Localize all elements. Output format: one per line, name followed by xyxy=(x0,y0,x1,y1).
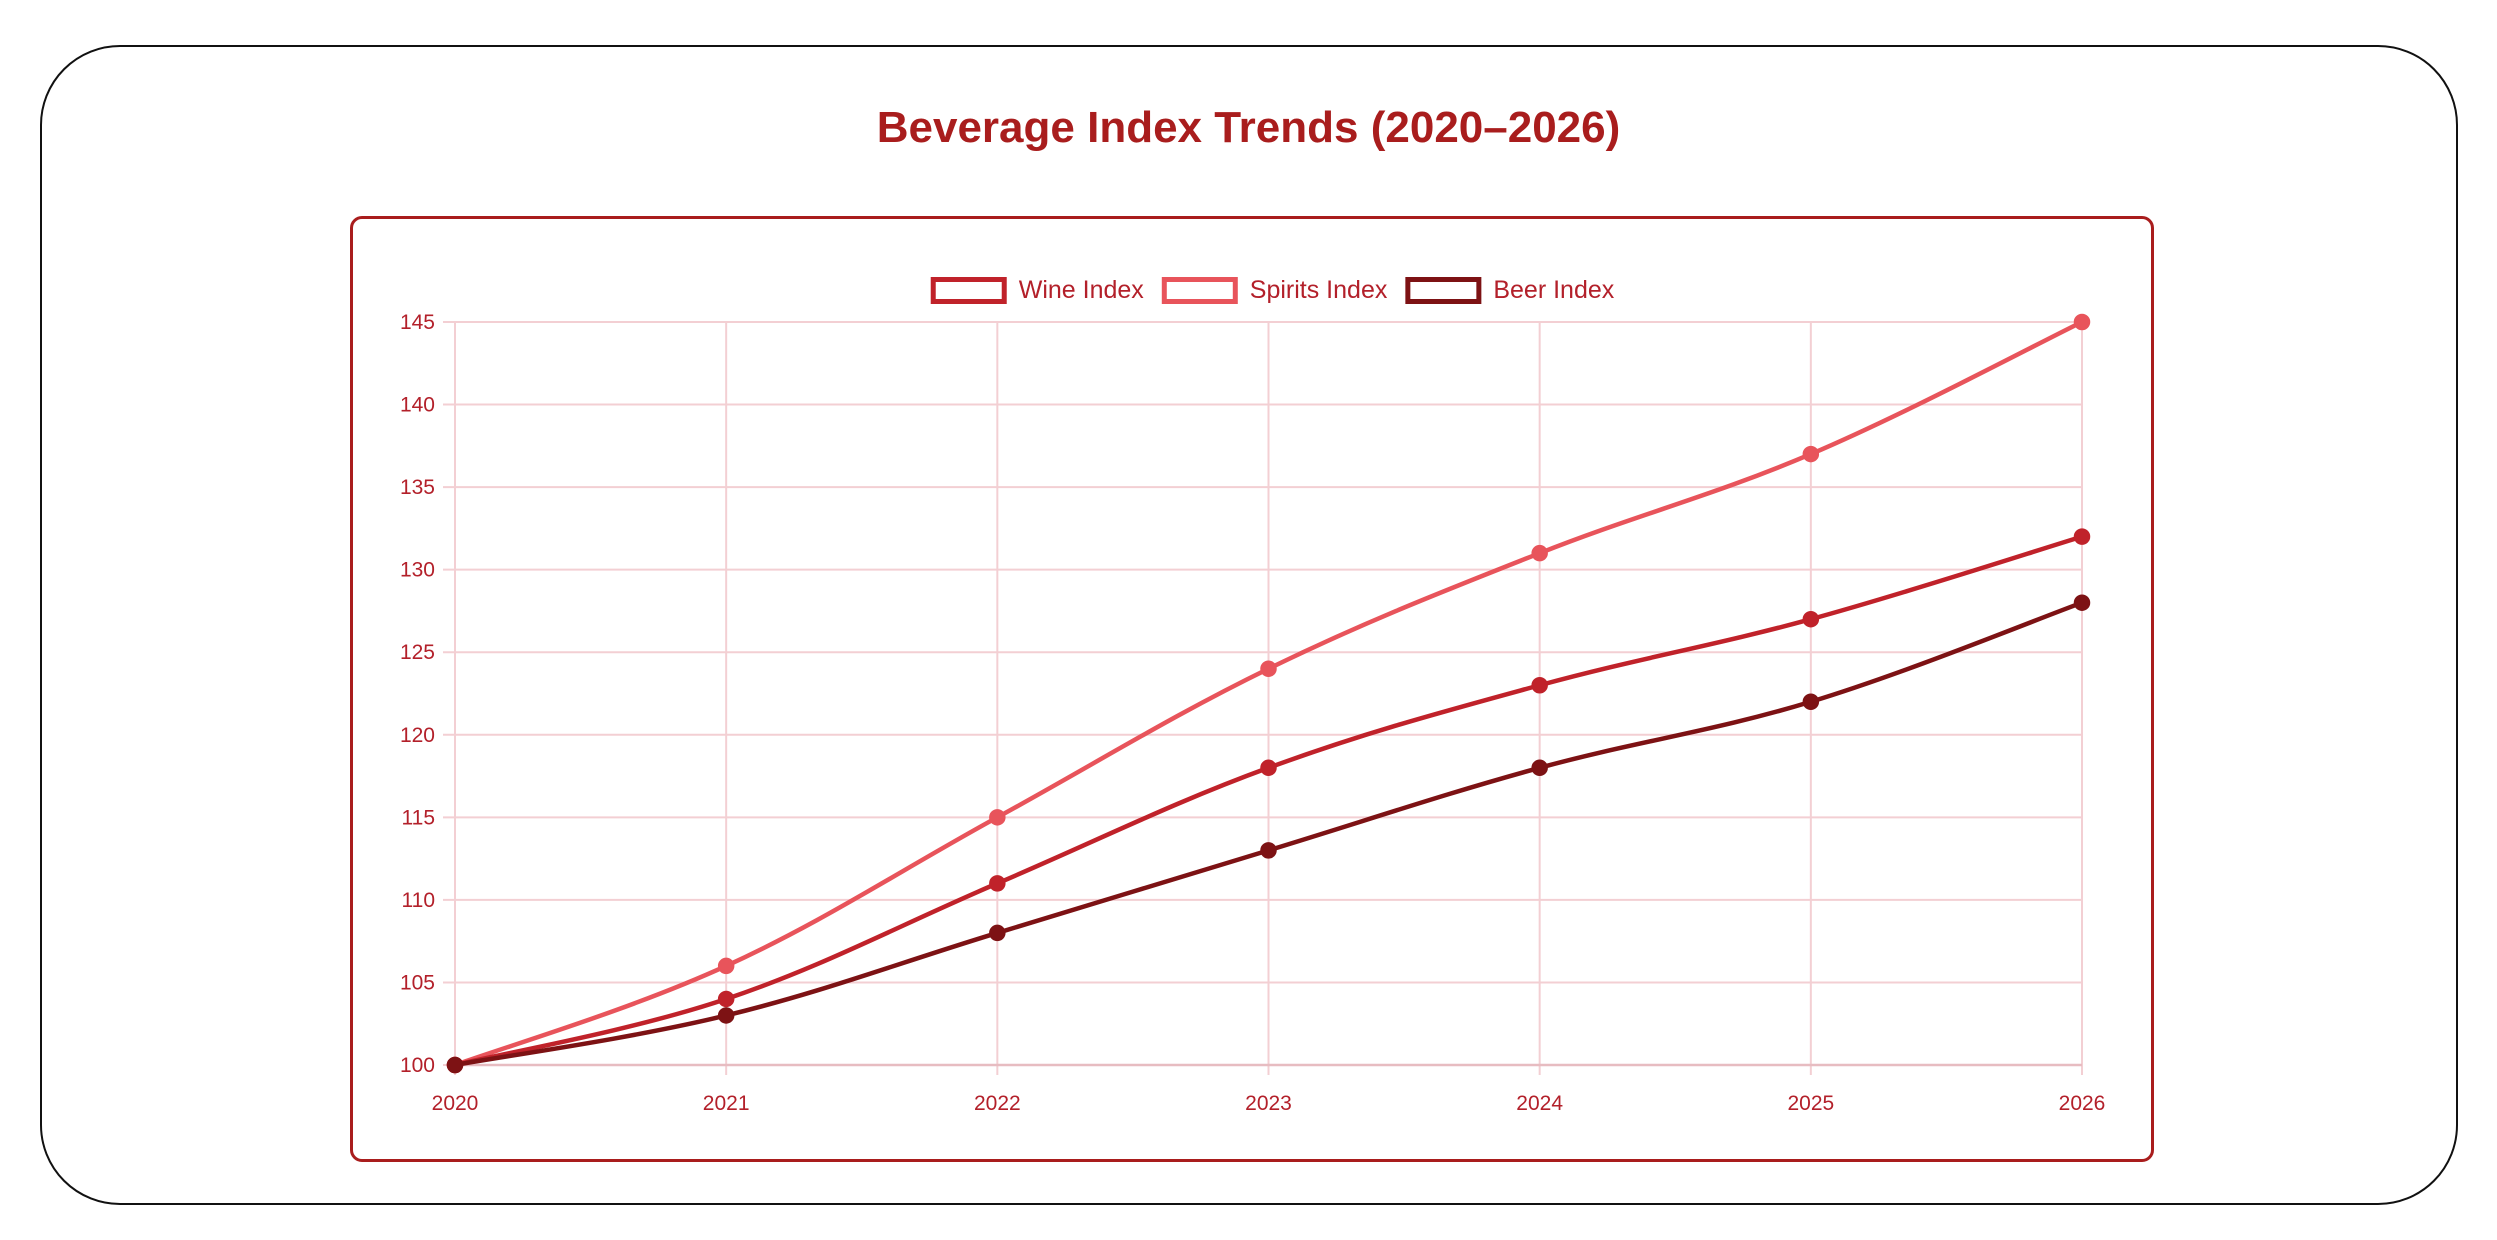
y-tick-label: 125 xyxy=(400,641,435,664)
x-tick-label: 2021 xyxy=(703,1092,750,1115)
y-tick-label: 130 xyxy=(400,559,435,582)
legend: Wine Index Spirits Index Beer Index xyxy=(930,276,1615,304)
x-axis: 2020 2021 2022 2023 2024 2025 2026 xyxy=(432,1092,2106,1115)
data-point[interactable] xyxy=(2073,528,2091,545)
y-tick-label: 135 xyxy=(400,476,435,499)
data-point[interactable] xyxy=(2073,594,2091,611)
y-tick-label: 105 xyxy=(400,971,435,994)
data-point[interactable] xyxy=(1802,610,1820,628)
legend-label: Beer Index xyxy=(1493,276,1614,304)
data-point[interactable] xyxy=(1802,445,1820,463)
legend-item-spirits-index[interactable]: Spirits Index xyxy=(1161,276,1388,304)
series-spirits-index xyxy=(446,313,2091,1074)
series-beer-index xyxy=(446,594,2091,1074)
data-point[interactable] xyxy=(717,1007,735,1024)
data-point[interactable] xyxy=(1260,842,1277,859)
y-tick-label: 145 xyxy=(400,311,435,334)
series-lines xyxy=(446,313,2091,1074)
grid-lines xyxy=(443,321,2083,1075)
legend-swatch xyxy=(1405,277,1482,304)
legend-swatch xyxy=(1161,277,1238,304)
series-wine-index xyxy=(446,528,2091,1074)
legend-item-wine-index[interactable]: Wine Index xyxy=(930,276,1145,304)
y-tick-label: 140 xyxy=(400,394,435,417)
x-tick-label: 2023 xyxy=(1245,1092,1292,1115)
data-point[interactable] xyxy=(1260,660,1277,677)
data-point[interactable] xyxy=(1531,759,1548,777)
data-point[interactable] xyxy=(1531,676,1548,694)
data-point[interactable] xyxy=(1531,544,1548,562)
data-point[interactable] xyxy=(1260,759,1277,777)
y-axis: 100 105 110 115 120 125 130 135 140 145 xyxy=(400,311,435,1077)
legend-swatch xyxy=(930,277,1007,304)
y-tick-label: 120 xyxy=(400,724,435,747)
legend-label: Spirits Index xyxy=(1250,276,1388,304)
y-tick-label: 115 xyxy=(402,806,435,829)
data-point[interactable] xyxy=(1802,693,1820,711)
data-point[interactable] xyxy=(2073,313,2091,331)
x-tick-label: 2024 xyxy=(1516,1092,1563,1115)
data-point[interactable] xyxy=(989,875,1006,892)
chart-title: Beverage Index Trends (2020–2026) xyxy=(876,103,1621,152)
data-point[interactable] xyxy=(989,809,1006,826)
data-point[interactable] xyxy=(446,1056,464,1074)
data-point[interactable] xyxy=(717,990,735,1008)
data-point[interactable] xyxy=(717,957,735,975)
legend-label: Wine Index xyxy=(1019,276,1145,304)
legend-item-beer-index[interactable]: Beer Index xyxy=(1405,276,1615,304)
y-tick-label: 110 xyxy=(402,889,435,912)
x-tick-label: 2022 xyxy=(974,1092,1021,1115)
x-tick-label: 2026 xyxy=(2059,1092,2106,1115)
data-point[interactable] xyxy=(989,924,1006,942)
y-tick-label: 100 xyxy=(400,1054,435,1077)
x-tick-label: 2025 xyxy=(1787,1092,1834,1115)
x-tick-label: 2020 xyxy=(432,1092,479,1115)
